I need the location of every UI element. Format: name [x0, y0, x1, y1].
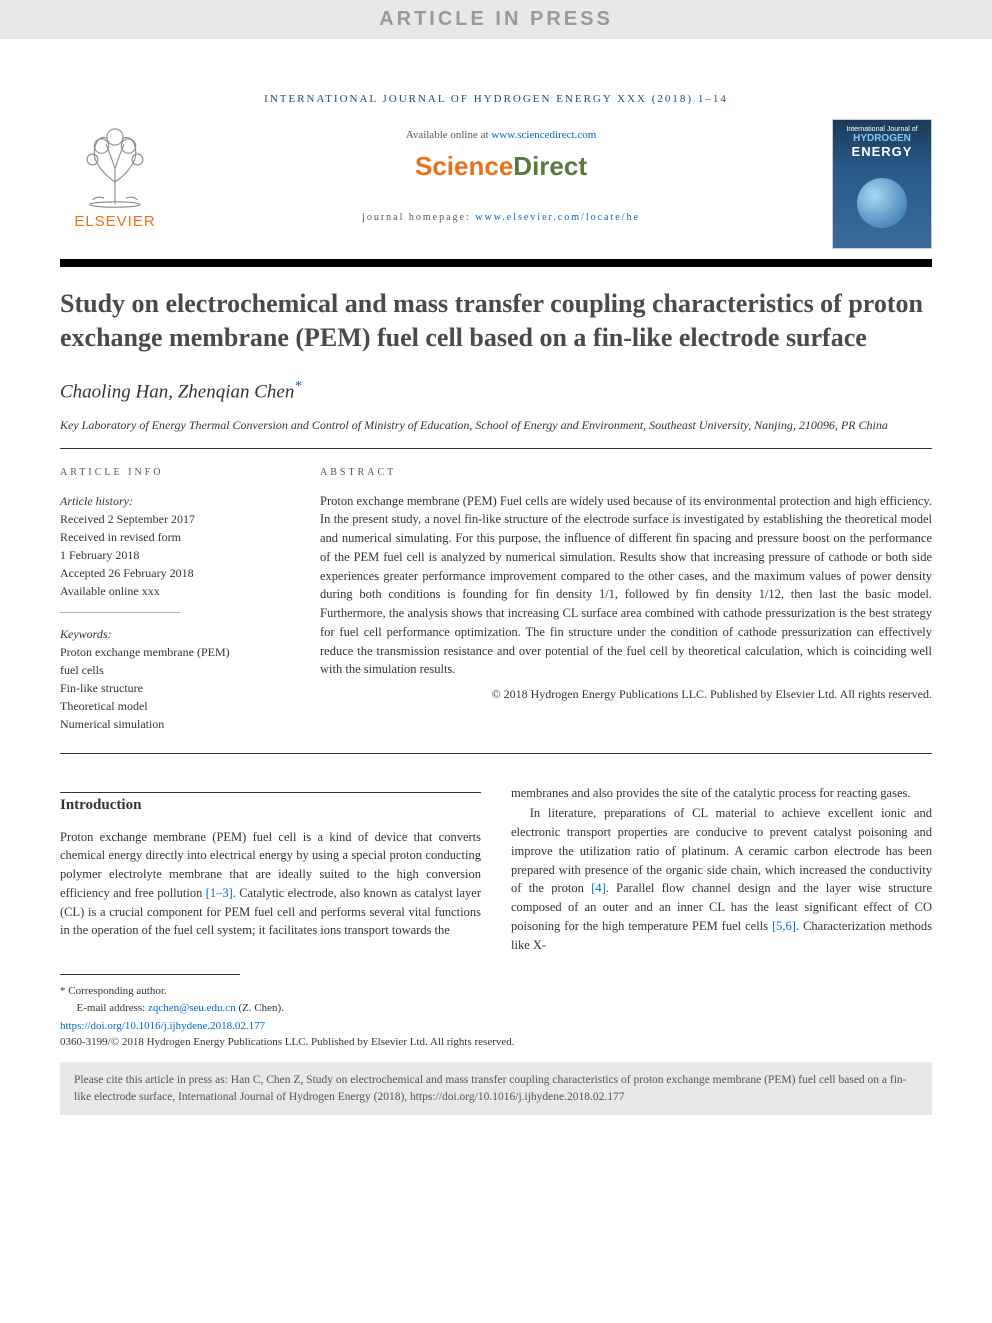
doi-link[interactable]: https://doi.org/10.1016/j.ijhydene.2018.…	[60, 1020, 265, 1032]
article-info-label: ARTICLE INFO	[60, 467, 280, 478]
received-date: Received 2 September 2017	[60, 510, 280, 528]
sd-direct: Direct	[513, 151, 587, 181]
keyword-1: Proton exchange membrane (PEM)	[60, 643, 280, 661]
revised-line2: 1 February 2018	[60, 546, 280, 564]
email-line: E-mail address: zqchen@seu.edu.cn (Z. Ch…	[60, 1000, 932, 1017]
email-label: E-mail address:	[77, 1002, 148, 1014]
footer-copyright: 0360-3199/© 2018 Hydrogen Energy Publica…	[60, 1036, 932, 1048]
keyword-3: Fin-like structure	[60, 679, 280, 697]
body-columns: Introduction Proton exchange membrane (P…	[60, 784, 932, 955]
header-row: ELSEVIER Available online at www.science…	[60, 119, 932, 249]
email-suffix: (Z. Chen).	[236, 1002, 284, 1014]
abstract-copyright: © 2018 Hydrogen Energy Publications LLC.…	[320, 687, 932, 702]
history-label: Article history:	[60, 492, 280, 510]
intro-paragraph-1: Proton exchange membrane (PEM) fuel cell…	[60, 828, 481, 941]
abstract-text: Proton exchange membrane (PEM) Fuel cell…	[320, 492, 932, 680]
corresponding-author-mark: *	[294, 379, 301, 394]
keyword-2: fuel cells	[60, 661, 280, 679]
article-history: Article history: Received 2 September 20…	[60, 492, 280, 600]
col2-paragraph-2: In literature, preparations of CL materi…	[511, 804, 932, 954]
keyword-5: Numerical simulation	[60, 715, 280, 733]
header-center: Available online at www.sciencedirect.co…	[190, 119, 812, 223]
cover-globe-icon	[857, 178, 907, 228]
revised-line1: Received in revised form	[60, 528, 280, 546]
body-column-left: Introduction Proton exchange membrane (P…	[60, 784, 481, 955]
homepage-prefix: journal homepage:	[362, 212, 475, 223]
journal-reference: INTERNATIONAL JOURNAL OF HYDROGEN ENERGY…	[60, 79, 932, 119]
info-abstract-row: ARTICLE INFO Article history: Received 2…	[60, 467, 932, 733]
footnote-rule	[60, 974, 240, 975]
separator	[60, 448, 932, 449]
keywords-label: Keywords:	[60, 625, 280, 643]
elsevier-logo: ELSEVIER	[60, 119, 170, 230]
homepage-text: journal homepage: www.elsevier.com/locat…	[190, 212, 812, 223]
article-in-press-banner: ARTICLE IN PRESS	[0, 0, 992, 39]
email-link[interactable]: zqchen@seu.edu.cn	[148, 1002, 236, 1014]
article-info-column: ARTICLE INFO Article history: Received 2…	[60, 467, 280, 733]
sd-science: Science	[415, 151, 513, 181]
abstract-label: ABSTRACT	[320, 467, 932, 478]
journal-cover-thumbnail: International Journal of HYDROGEN ENERGY	[832, 119, 932, 249]
elsevier-name: ELSEVIER	[60, 213, 170, 230]
article-title: Study on electrochemical and mass transf…	[60, 287, 932, 355]
affiliation: Key Laboratory of Energy Thermal Convers…	[60, 417, 932, 434]
reference-link-4[interactable]: [4]	[591, 881, 606, 895]
introduction-heading: Introduction	[60, 797, 481, 814]
sciencedirect-logo: ScienceDirect	[190, 151, 812, 182]
keywords-block: Keywords: Proton exchange membrane (PEM)…	[60, 625, 280, 733]
black-separator-bar	[60, 259, 932, 267]
authors: Chaoling Han, Zhenqian Chen*	[60, 379, 932, 403]
cover-line1: International Journal of	[833, 120, 931, 133]
info-separator	[60, 612, 180, 613]
author-names: Chaoling Han, Zhenqian Chen	[60, 381, 294, 402]
cover-line2: HYDROGEN	[833, 133, 931, 144]
reference-link-1-3[interactable]: [1–3]	[206, 886, 233, 900]
available-prefix: Available online at	[406, 129, 492, 141]
body-column-right: membranes and also provides the site of …	[511, 784, 932, 955]
abstract-column: ABSTRACT Proton exchange membrane (PEM) …	[320, 467, 932, 733]
accepted-date: Accepted 26 February 2018	[60, 564, 280, 582]
separator-2	[60, 753, 932, 754]
corresponding-author-note: * Corresponding author.	[60, 983, 932, 1000]
reference-link-5-6[interactable]: [5,6]	[772, 919, 796, 933]
online-date: Available online xxx	[60, 582, 280, 600]
keyword-4: Theoretical model	[60, 697, 280, 715]
citation-box: Please cite this article in press as: Ha…	[60, 1062, 932, 1114]
intro-rule	[60, 792, 481, 793]
available-online-text: Available online at www.sciencedirect.co…	[190, 129, 812, 141]
sciencedirect-link[interactable]: www.sciencedirect.com	[491, 129, 596, 141]
page-content: INTERNATIONAL JOURNAL OF HYDROGEN ENERGY…	[0, 39, 992, 1155]
elsevier-tree-icon	[70, 119, 160, 209]
cover-line3: ENERGY	[833, 144, 931, 159]
homepage-link[interactable]: www.elsevier.com/locate/he	[475, 212, 640, 223]
col2-paragraph-1: membranes and also provides the site of …	[511, 784, 932, 803]
